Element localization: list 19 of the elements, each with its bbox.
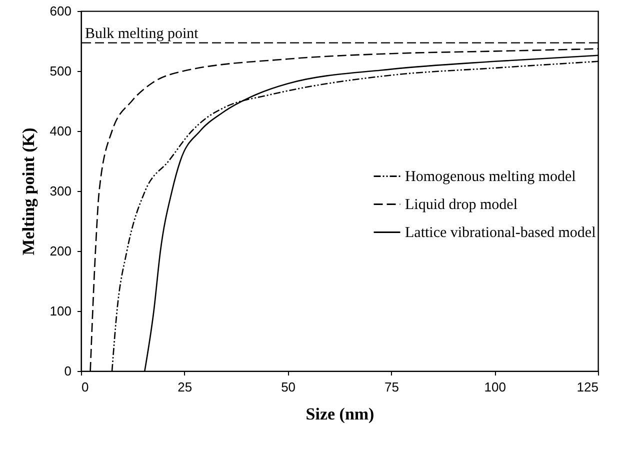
y-tick-label: 0 xyxy=(64,364,72,378)
x-tick-label: 125 xyxy=(576,380,598,394)
x-tick-label: 50 xyxy=(281,380,296,394)
x-axis-title: Size (nm) xyxy=(306,404,374,424)
legend-label: Homogenous melting model xyxy=(405,169,576,186)
y-tick-label: 500 xyxy=(50,64,72,78)
y-tick-label: 600 xyxy=(50,4,72,18)
y-tick-label: 100 xyxy=(50,304,72,318)
legend-label: Lattice vibrational-based model xyxy=(405,225,596,242)
y-tick-label: 200 xyxy=(50,244,72,258)
x-tick-label: 0 xyxy=(82,380,89,394)
y-tick-label: 400 xyxy=(50,124,72,138)
x-tick-label: 100 xyxy=(484,380,506,394)
y-tick-label: 300 xyxy=(50,184,72,198)
y-axis-title: Melting point (K) xyxy=(18,128,38,256)
ref-line-label: Bulk melting point xyxy=(85,26,200,42)
x-tick-label: 25 xyxy=(178,380,192,394)
legend-label: Liquid drop model xyxy=(405,197,518,214)
x-tick-label: 75 xyxy=(384,380,399,394)
